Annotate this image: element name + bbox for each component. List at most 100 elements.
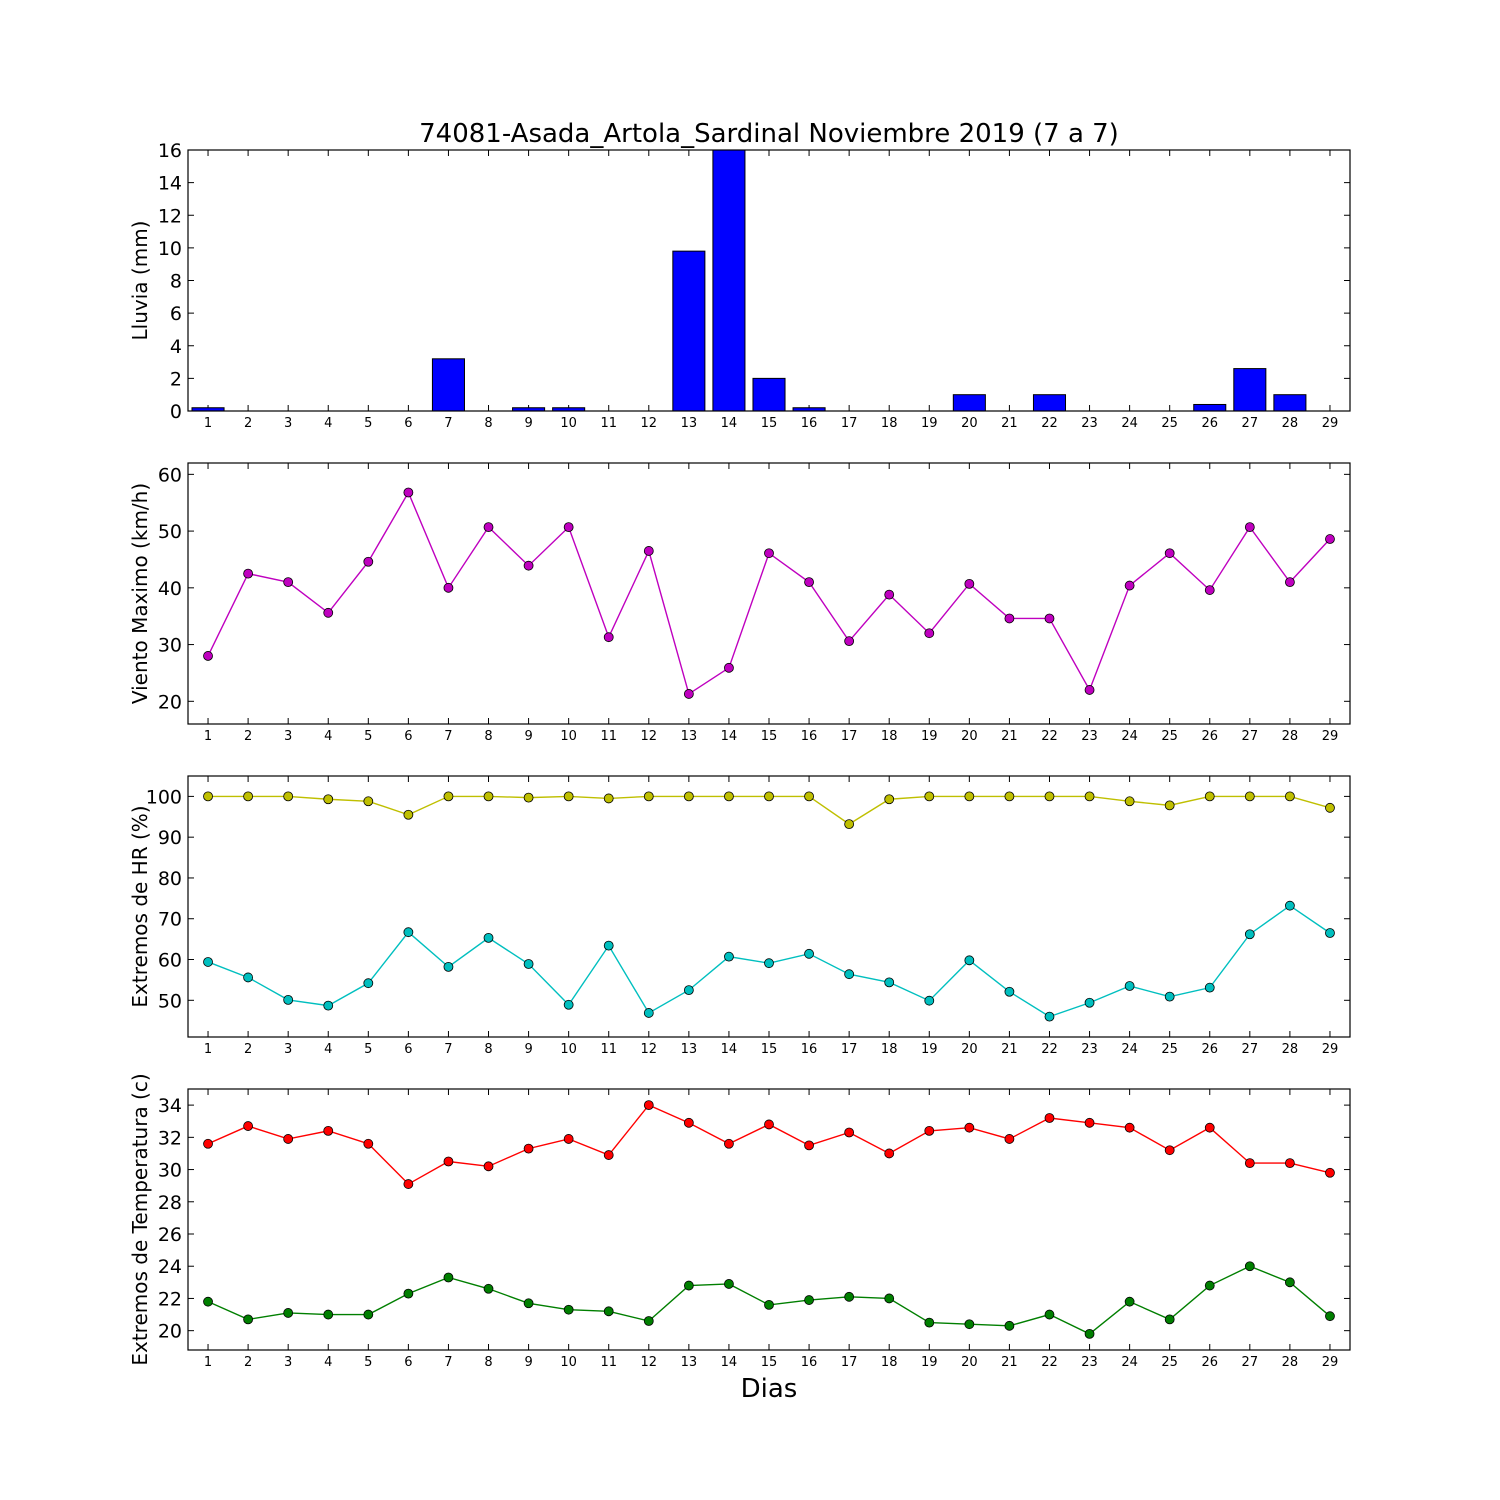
data-point — [443, 791, 454, 802]
x-tick-label: 10 — [560, 1355, 577, 1370]
y-tick-label: 50 — [158, 990, 182, 1012]
x-tick-label: 28 — [1282, 1042, 1299, 1057]
data-point — [1164, 1145, 1175, 1156]
data-point — [724, 791, 734, 802]
bar — [1193, 403, 1227, 411]
x-tick-label: 2 — [244, 416, 252, 431]
data-point — [203, 651, 213, 661]
x-tick-label: 27 — [1242, 416, 1259, 431]
data-point — [1004, 1320, 1015, 1331]
x-tick-label: 21 — [1001, 1042, 1018, 1057]
x-tick-label: 9 — [524, 1042, 532, 1057]
bar — [1032, 394, 1067, 411]
y-axis-label: Lluvia (mm) — [128, 221, 152, 341]
data-point — [1084, 1117, 1095, 1128]
y-tick-label: 28 — [158, 1192, 182, 1214]
y-tick-label: 32 — [158, 1127, 182, 1149]
x-tick-label: 16 — [801, 416, 818, 431]
x-tick-label: 21 — [1001, 1355, 1018, 1370]
x-tick-label: 26 — [1201, 416, 1218, 431]
data-point — [844, 819, 855, 830]
y-axis-label: Extremos de Temperatura (c) — [128, 1073, 152, 1365]
x-tick-label: 1 — [204, 1355, 212, 1370]
x-tick-label: 20 — [961, 416, 978, 431]
x-tick-label: 7 — [444, 416, 452, 431]
data-point — [1044, 791, 1055, 802]
x-tick-label: 22 — [1041, 416, 1058, 431]
data-point — [283, 577, 294, 588]
axes-frame — [187, 149, 1351, 412]
y-tick-label: 12 — [158, 205, 182, 227]
data-point — [483, 1161, 494, 1172]
x-tick-label: 25 — [1161, 1042, 1178, 1057]
data-point — [964, 955, 975, 966]
data-point — [443, 582, 454, 593]
data-point — [844, 1291, 855, 1302]
x-tick-label: 28 — [1282, 416, 1299, 431]
data-point — [403, 487, 414, 498]
bar — [1233, 368, 1267, 411]
x-tick-label: 7 — [444, 1042, 452, 1057]
x-tick-label: 12 — [641, 1042, 658, 1057]
data-point — [443, 961, 454, 972]
x-tick-label: 29 — [1322, 1042, 1339, 1057]
data-point — [1004, 613, 1015, 624]
x-tick-label: 1 — [204, 729, 212, 744]
data-point — [403, 809, 414, 820]
data-point — [243, 791, 254, 802]
plot-area — [203, 1100, 1335, 1339]
x-tick-label: 15 — [761, 1042, 778, 1057]
data-point — [1204, 1122, 1215, 1133]
x-tick-label: 23 — [1081, 1042, 1098, 1057]
data-point — [764, 958, 774, 969]
data-point — [363, 1138, 374, 1149]
x-tick-label: 23 — [1081, 1355, 1098, 1370]
data-point — [844, 636, 855, 647]
data-point — [1284, 791, 1295, 802]
x-tick-label: 26 — [1201, 1042, 1218, 1057]
x-tick-label: 25 — [1161, 1355, 1178, 1370]
data-point — [683, 1280, 694, 1291]
data-point — [924, 791, 935, 802]
x-tick-label: 11 — [600, 1042, 617, 1057]
data-point — [1164, 548, 1175, 559]
x-tick-label: 22 — [1041, 729, 1058, 744]
data-point — [924, 995, 935, 1006]
x-tick-label: 14 — [721, 1355, 738, 1370]
data-point — [924, 628, 935, 639]
data-point — [203, 1138, 213, 1149]
x-tick-label: 15 — [761, 416, 778, 431]
x-tick-label: 18 — [881, 1042, 898, 1057]
y-tick-label: 70 — [158, 909, 182, 931]
data-point — [1124, 580, 1135, 591]
x-tick-label: 24 — [1121, 1042, 1138, 1057]
data-point — [323, 607, 334, 618]
data-point — [764, 1299, 774, 1310]
x-tick-label: 26 — [1201, 729, 1218, 744]
data-point — [1044, 1011, 1055, 1022]
x-tick-label: 1 — [204, 1042, 212, 1057]
x-tick-label: 16 — [801, 1355, 818, 1370]
x-tick-label: 11 — [600, 1355, 617, 1370]
data-point — [884, 977, 895, 988]
data-point — [1284, 900, 1295, 911]
data-point — [1004, 791, 1015, 802]
x-tick-label: 6 — [404, 1042, 412, 1057]
x-tick-label: 17 — [841, 1042, 858, 1057]
x-tick-label: 19 — [921, 1042, 938, 1057]
y-tick-label: 30 — [158, 635, 182, 657]
data-point — [1325, 534, 1335, 544]
y-tick-label: 100 — [146, 786, 182, 808]
x-tick-label: 5 — [364, 1042, 372, 1057]
data-point — [683, 1117, 694, 1128]
x-tick-label: 8 — [484, 729, 492, 744]
x-tick-label: 4 — [324, 1355, 332, 1370]
data-point — [603, 793, 614, 804]
data-point — [1244, 522, 1255, 533]
data-point — [1084, 791, 1095, 802]
